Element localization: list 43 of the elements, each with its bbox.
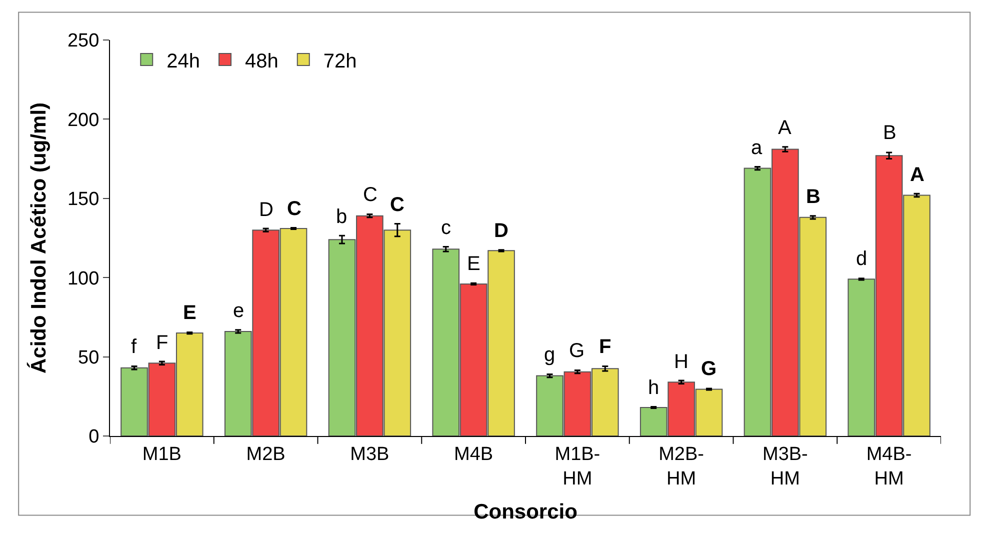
legend-label: 24h xyxy=(166,50,200,72)
y-tick-label: 200 xyxy=(67,110,100,131)
y-tick-label: 150 xyxy=(67,189,100,210)
annotation: E xyxy=(467,253,480,275)
x-axis-title: Consorcio xyxy=(474,500,578,524)
annotation: C xyxy=(390,194,404,216)
x-tick-label: M1B-HM xyxy=(554,444,600,490)
annotation: A xyxy=(778,117,792,139)
annotation: C xyxy=(363,184,378,206)
annotation: c xyxy=(441,217,451,239)
annotation: G xyxy=(569,340,585,362)
x-tick-label: M2B-HM xyxy=(658,444,704,490)
annotation: g xyxy=(544,344,556,366)
y-tick-label: 50 xyxy=(78,347,100,368)
legend-label: 48h xyxy=(244,50,278,72)
annotation: F xyxy=(156,332,168,354)
x-tick-label: M4B-HM xyxy=(866,444,912,490)
x-tick-label: M2B xyxy=(246,444,286,465)
annotation: E xyxy=(183,302,196,324)
annotation: B xyxy=(806,186,820,208)
y-tick-label: 0 xyxy=(88,426,100,448)
y-axis-title: Ácido Indol Acético (ug/ml) xyxy=(26,102,51,374)
annotation: a xyxy=(751,137,763,159)
annotation: d xyxy=(856,248,868,270)
annotation: G xyxy=(701,358,717,380)
annotation: B xyxy=(883,122,896,144)
x-tick-label: M1B xyxy=(142,444,182,465)
y-tick-label: 100 xyxy=(67,268,100,290)
x-tick-label: M3B xyxy=(350,444,390,465)
annotation: f xyxy=(131,336,137,358)
annotation: b xyxy=(336,206,348,228)
annotation: D xyxy=(259,199,274,221)
legend-label: 72h xyxy=(323,50,357,72)
annotation: A xyxy=(910,164,924,186)
x-tick-label: M3B-HM xyxy=(762,444,808,490)
annotation: h xyxy=(648,377,660,399)
annotation: H xyxy=(674,351,688,373)
annotation: D xyxy=(494,220,508,242)
y-tick-label: 250 xyxy=(67,30,100,52)
x-tick-label: M4B xyxy=(454,444,494,465)
annotation: F xyxy=(599,336,612,358)
annotation: e xyxy=(233,300,244,322)
annotation: C xyxy=(287,198,302,220)
